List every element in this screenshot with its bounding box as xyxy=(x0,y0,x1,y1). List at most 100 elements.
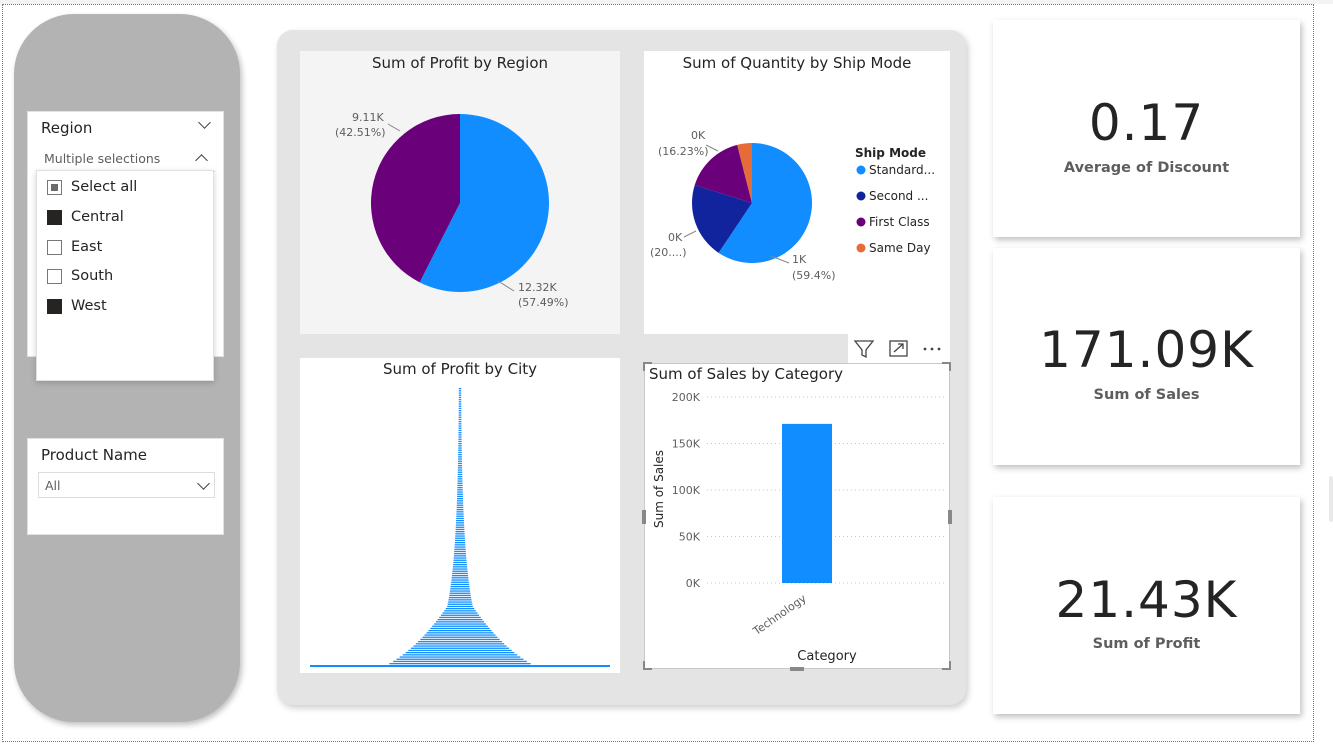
city-bar[interactable] xyxy=(458,429,462,432)
resize-handle[interactable] xyxy=(790,667,804,671)
city-bar[interactable] xyxy=(451,579,469,581)
resize-handle[interactable] xyxy=(642,510,646,524)
option-west[interactable]: West xyxy=(47,293,107,319)
city-bar[interactable] xyxy=(452,572,468,575)
city-bar[interactable] xyxy=(456,520,464,522)
city-bar[interactable] xyxy=(430,627,490,630)
city-bar[interactable] xyxy=(458,456,462,458)
city-bar[interactable] xyxy=(458,427,462,429)
city-bar[interactable] xyxy=(458,414,462,416)
city-bar[interactable] xyxy=(458,421,462,423)
city-bar[interactable] xyxy=(458,454,462,456)
city-bar[interactable] xyxy=(385,665,535,667)
city-bar[interactable] xyxy=(450,583,470,586)
city-bar[interactable] xyxy=(458,440,462,443)
checkbox-checked[interactable] xyxy=(47,209,62,225)
city-bar[interactable] xyxy=(458,394,462,396)
profit-by-city-visual[interactable]: Sum of Profit by City xyxy=(300,358,620,673)
city-bar[interactable] xyxy=(456,517,464,520)
pie-slice[interactable] xyxy=(718,143,812,263)
city-bar[interactable] xyxy=(445,608,475,610)
city-bar[interactable] xyxy=(454,546,466,548)
pie-slice[interactable] xyxy=(692,185,752,253)
city-bar[interactable] xyxy=(439,616,481,619)
city-bar[interactable] xyxy=(437,619,483,621)
city-bar[interactable] xyxy=(448,601,472,603)
legend-item[interactable]: Standard... xyxy=(869,163,935,177)
city-bar[interactable] xyxy=(458,388,462,390)
city-bar[interactable] xyxy=(458,423,462,425)
city-bar[interactable] xyxy=(455,537,465,539)
resize-handle[interactable] xyxy=(643,661,652,670)
city-bar[interactable] xyxy=(454,539,466,542)
city-bar[interactable] xyxy=(454,550,466,553)
city-bar[interactable] xyxy=(450,586,470,588)
more-options-icon[interactable] xyxy=(923,347,941,351)
city-bar[interactable] xyxy=(452,566,468,568)
city-bar[interactable] xyxy=(455,535,465,537)
city-bar[interactable] xyxy=(399,656,521,658)
city-bar[interactable] xyxy=(444,610,476,612)
city-bar[interactable] xyxy=(458,418,462,421)
city-bar[interactable] xyxy=(451,575,469,577)
city-bar[interactable] xyxy=(457,491,463,493)
city-bar[interactable] xyxy=(457,478,463,480)
city-bar[interactable] xyxy=(458,405,462,407)
city-bar[interactable] xyxy=(426,632,494,634)
checkbox-unchecked[interactable] xyxy=(47,239,62,255)
city-bar[interactable] xyxy=(458,407,462,410)
option-select-all[interactable]: Select all xyxy=(47,174,137,200)
kpi-card-profit[interactable]: 21.43K Sum of Profit xyxy=(993,497,1300,714)
city-bar[interactable] xyxy=(458,458,462,460)
city-bar[interactable] xyxy=(457,493,463,495)
city-bar[interactable] xyxy=(458,447,462,449)
city-bar[interactable] xyxy=(432,625,488,627)
city-bar[interactable] xyxy=(453,559,467,561)
city-bar[interactable] xyxy=(440,614,480,616)
city-bar[interactable] xyxy=(458,412,462,414)
city-bar[interactable] xyxy=(424,634,496,636)
city-bar[interactable] xyxy=(420,638,500,641)
resize-handle[interactable] xyxy=(643,362,652,371)
city-bar[interactable] xyxy=(458,416,462,418)
city-bar[interactable] xyxy=(450,588,470,590)
city-bar[interactable] xyxy=(449,594,471,597)
city-bar[interactable] xyxy=(458,445,462,447)
city-bar[interactable] xyxy=(413,645,507,647)
city-bar[interactable] xyxy=(458,399,462,401)
city-bar[interactable] xyxy=(457,495,463,498)
city-bar[interactable] xyxy=(458,438,462,440)
city-bar[interactable] xyxy=(457,480,463,482)
region-dropdown[interactable]: Multiple selections xyxy=(38,144,215,172)
city-bar[interactable] xyxy=(435,621,485,623)
city-bar[interactable] xyxy=(455,528,465,531)
option-east[interactable]: East xyxy=(47,234,102,260)
profit-by-region-visual[interactable]: Sum of Profit by Region 12.32K (57.49%) … xyxy=(300,51,620,334)
chevron-down-icon[interactable] xyxy=(197,477,210,490)
city-bar[interactable] xyxy=(454,548,466,550)
city-bar[interactable] xyxy=(458,403,462,405)
sales-by-category-visual[interactable]: Sum of Sales by Category 0K 50K 100K 150K 20… xyxy=(642,362,952,671)
city-bar[interactable] xyxy=(451,577,469,579)
city-bar[interactable] xyxy=(393,660,527,663)
kpi-card-discount[interactable]: 0.17 Average of Discount xyxy=(993,20,1300,237)
product-dropdown[interactable]: All xyxy=(38,472,215,498)
city-bar[interactable] xyxy=(389,663,531,665)
city-bar[interactable] xyxy=(448,597,472,599)
city-bar[interactable] xyxy=(457,469,463,471)
city-bar[interactable] xyxy=(456,502,464,504)
checkbox-partial[interactable] xyxy=(47,179,62,195)
city-bar[interactable] xyxy=(452,568,468,570)
quantity-by-shipmode-visual[interactable]: Sum of Quantity by Ship Mode 1K (59.4%) … xyxy=(644,51,950,334)
city-bar[interactable] xyxy=(447,605,473,608)
city-bar[interactable] xyxy=(458,434,462,436)
city-bar[interactable] xyxy=(457,489,463,491)
city-bar[interactable] xyxy=(457,467,463,469)
city-bar[interactable] xyxy=(455,522,465,524)
pie-slice[interactable] xyxy=(694,144,752,203)
option-central[interactable]: Central xyxy=(47,204,124,230)
checkbox-unchecked[interactable] xyxy=(47,268,62,284)
city-bar[interactable] xyxy=(458,392,462,394)
city-bar[interactable] xyxy=(410,647,510,649)
city-bar[interactable] xyxy=(402,654,518,656)
